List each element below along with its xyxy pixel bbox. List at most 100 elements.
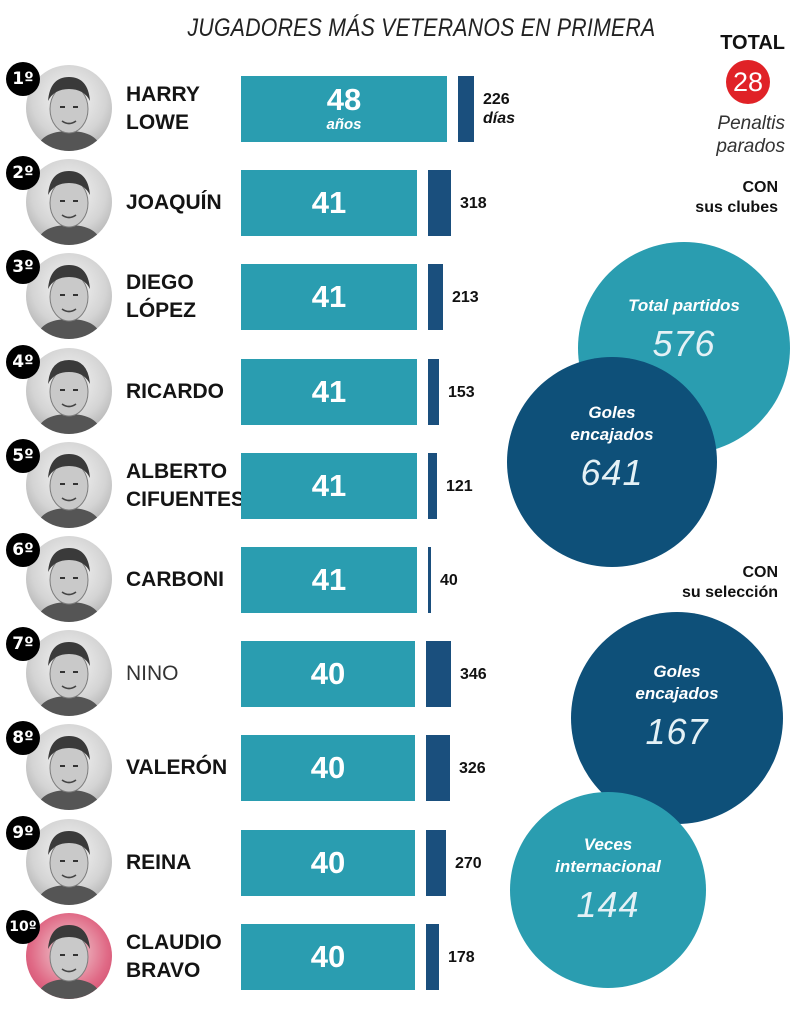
total-label: TOTAL [720, 32, 785, 54]
player-name: HARRY LOWE [126, 83, 200, 134]
years-value: 40 [310, 845, 346, 880]
national-caps-bubble: Veces internacional 144 [510, 792, 706, 988]
years-bar: 40 [241, 735, 415, 801]
player-row: 1º HARRY LOWE 48 años 226 días [0, 62, 520, 156]
clubs-section-label: CON sus clubes [695, 179, 778, 216]
penalties-value-circle: 28 [726, 60, 770, 104]
years-bar: 40 [241, 924, 415, 990]
days-unit: días [483, 110, 516, 127]
days-label: 270 [455, 855, 482, 872]
player-row: 3º DIEGO LÓPEZ 41 213 [0, 250, 520, 344]
player-name: VALERÓN [126, 756, 228, 779]
days-bar [428, 264, 443, 330]
chart-title: JUGADORES MÁS VETERANOS EN PRIMERA [187, 14, 656, 42]
player-portrait-icon [26, 536, 112, 622]
player-row: 4º RICARDO 41 153 [0, 345, 520, 439]
days-bar [426, 735, 450, 801]
years-value: 41 [311, 468, 347, 503]
years-bar: 48 años [241, 76, 447, 142]
rank-badge: 2º [6, 156, 40, 190]
clubs-goals-label: Goles encajados [570, 403, 654, 444]
years-bar: 41 [241, 170, 417, 236]
years-bar: 41 [241, 264, 417, 330]
player-row: 2º JOAQUÍN 41 318 [0, 156, 520, 250]
years-value: 40 [310, 750, 346, 785]
days-bar [428, 170, 451, 236]
rank-badge: 10º [6, 910, 40, 944]
rank-badge: 6º [6, 533, 40, 567]
player-name: NINO [126, 662, 179, 685]
years-bar: 41 [241, 547, 417, 613]
national-goals-label: Goles encajados [635, 662, 719, 703]
player-portrait-icon [26, 348, 112, 434]
clubs-goals-value: 641 [580, 452, 644, 493]
national-goals-value: 167 [645, 711, 709, 752]
player-portrait-icon [26, 630, 112, 716]
days-label: 346 [460, 666, 487, 683]
player-row: 6º CARBONI 41 40 [0, 533, 520, 627]
player-name: ALBERTO CIFUENTES [126, 460, 246, 511]
days-label: 40 [440, 572, 458, 589]
player-row: 8º VALERÓN 40 326 [0, 721, 520, 815]
days-bar [426, 924, 439, 990]
days-label: 121 [446, 478, 473, 495]
player-row: 10º CLAUDIO BRAVO 40 178 [0, 910, 520, 1004]
years-value: 41 [311, 562, 347, 597]
player-name: JOAQUÍN [126, 191, 222, 214]
days-label: 153 [448, 384, 475, 401]
years-value: 41 [311, 279, 347, 314]
player-portrait-icon [26, 442, 112, 528]
rank-badge: 4º [6, 345, 40, 379]
rank-badge: 8º [6, 721, 40, 755]
days-bar [428, 453, 437, 519]
player-row: 7º NINO 40 346 [0, 627, 520, 721]
rank-badge: 3º [6, 250, 40, 284]
years-unit: años [326, 116, 362, 133]
player-portrait-icon [26, 913, 112, 999]
player-portrait-icon [26, 65, 112, 151]
days-bar [428, 359, 439, 425]
player-rows: 1º HARRY LOWE 48 años 226 días 2º JOAQUÍN 41 318 3… [0, 62, 520, 1004]
clubs-matches-label: Total partidos [628, 296, 740, 315]
penalties-label: Penaltis parados [716, 113, 785, 157]
days-label: 213 [452, 289, 479, 306]
days-bar [426, 830, 446, 896]
days-bar [428, 547, 431, 613]
player-portrait-icon [26, 159, 112, 245]
years-value: 41 [311, 374, 347, 409]
player-name: CLAUDIO BRAVO [126, 931, 222, 982]
clubs-matches-value: 576 [652, 323, 716, 364]
years-bar: 41 [241, 359, 417, 425]
years-value: 40 [310, 656, 346, 691]
years-value: 41 [311, 185, 347, 220]
clubs-goals-bubble: Goles encajados 641 [507, 357, 717, 567]
rank-badge: 9º [6, 816, 40, 850]
years-value: 48 [326, 82, 362, 117]
player-name: RICARDO [126, 380, 224, 403]
days-bar [426, 641, 451, 707]
rank-badge: 1º [6, 62, 40, 96]
player-name: REINA [126, 851, 192, 874]
days-label: 178 [448, 949, 475, 966]
player-name: DIEGO LÓPEZ [126, 271, 197, 322]
days-label: 318 [460, 195, 487, 212]
years-value: 40 [310, 939, 346, 974]
rank-badge: 5º [6, 439, 40, 473]
national-section-label: CON su selección [681, 564, 778, 601]
player-row: 5º ALBERTO CIFUENTES 41 121 [0, 439, 520, 533]
days-label: 226 días [483, 91, 516, 127]
player-portrait-icon [26, 724, 112, 810]
national-goals-bubble: Goles encajados 167 [571, 612, 783, 824]
years-bar: 40 [241, 641, 415, 707]
player-row: 9º REINA 40 270 [0, 816, 520, 910]
national-caps-value: 144 [576, 884, 640, 925]
days-bar [458, 76, 474, 142]
player-portrait-icon [26, 819, 112, 905]
rank-badge: 7º [6, 627, 40, 661]
national-caps-label: Veces internacional [555, 835, 661, 876]
years-bar: 41 [241, 453, 417, 519]
player-portrait-icon [26, 253, 112, 339]
days-label: 326 [459, 760, 486, 777]
player-name: CARBONI [126, 568, 224, 591]
years-bar: 40 [241, 830, 415, 896]
